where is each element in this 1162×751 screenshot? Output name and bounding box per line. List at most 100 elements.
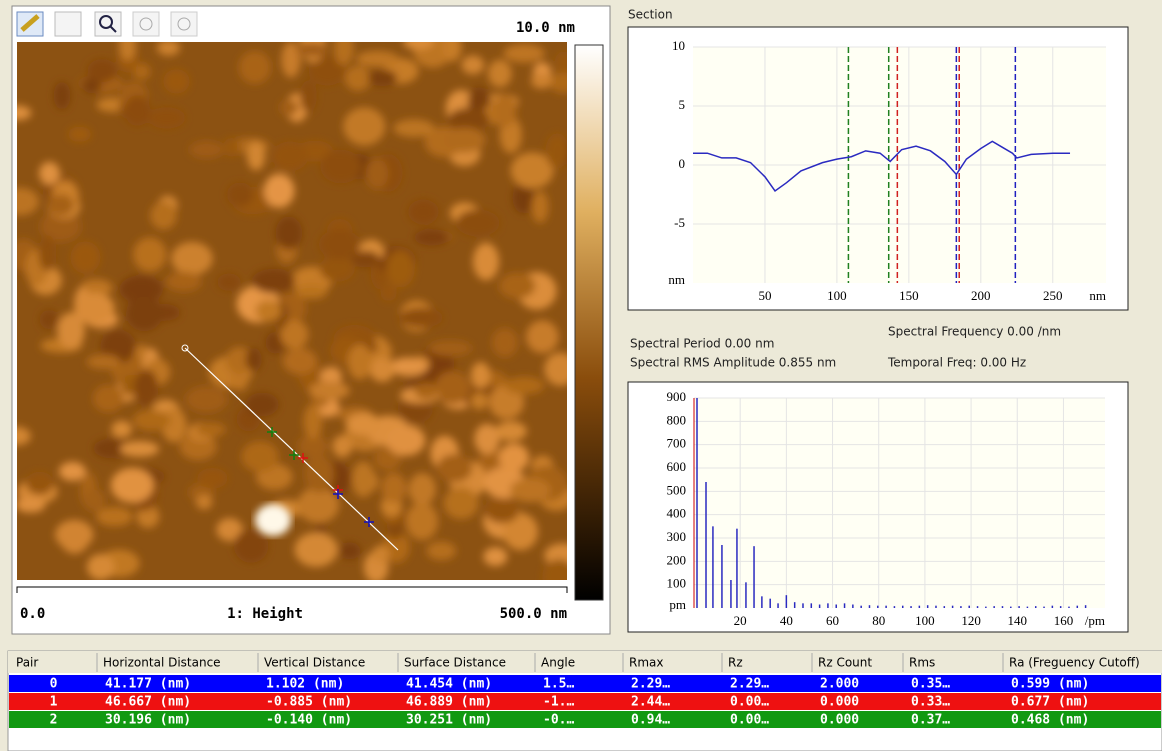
table-cell: 0.468 (nm) [1011,713,1089,728]
grain [294,532,337,566]
colorbar [575,45,603,600]
column-header: Ra (Freguency Cutoff) [1009,656,1140,670]
table-cell: -1.… [543,695,574,710]
y-tick-label: 700 [667,436,687,451]
grain [499,443,529,471]
grain [4,427,31,445]
tool-zoom-in[interactable] [133,12,159,36]
table-cell: 2.000 [820,677,859,692]
temporal-freq: Temporal Freq: 0.00 Hz [887,356,1026,370]
grain [381,284,397,301]
x-tick-label: 20 [734,613,747,628]
grain [163,69,189,93]
x-tick-label: 100 [827,288,847,303]
x-tick-label: 40 [780,613,793,628]
grain [133,237,166,271]
grain [264,174,295,208]
table-cell: 1.102 (nm) [266,677,344,692]
tool-zoom-out[interactable] [171,12,197,36]
grain [526,320,558,353]
table-cell: 0.94… [631,713,670,728]
table-cell: -0.885 (nm) [266,695,352,710]
y-tick-label: 900 [667,389,687,404]
channel: 1: Height [227,606,303,622]
grain [370,358,395,382]
grain [473,243,499,280]
x-tick-label: 100 [915,613,935,628]
grain [304,404,323,439]
grain [320,150,361,184]
grain [386,250,415,288]
table-cell: 46.667 (nm) [105,695,191,710]
grain [532,191,549,223]
y-tick-label: -5 [674,215,685,230]
grain [343,107,385,145]
y-tick-label: 600 [667,459,687,474]
grain [348,344,372,380]
spectral-period: Spectral Period 0.00 nm [630,337,774,351]
grain [255,300,281,322]
section-title: Section [628,8,673,22]
scale-max: 10.0 nm [516,20,575,36]
column-header: Rz [728,656,743,670]
grain [48,194,74,216]
table-cell: 2.44… [631,695,670,710]
column-header: Rz Count [818,656,872,670]
grain [87,355,121,369]
y-tick-label: 500 [667,482,687,497]
table-cell: 30.251 (nm) [406,713,492,728]
grain [484,497,519,523]
grain [70,241,100,273]
grain [437,454,472,482]
column-header: Pair [16,656,38,670]
y-tick-label: 10 [672,38,685,53]
grain [496,421,527,441]
x-tick-label: 250 [1043,288,1063,303]
y-tick-label: 5 [679,97,686,112]
grain [339,542,360,559]
grain [504,44,545,63]
grain [157,40,180,56]
table-cell: -0.140 (nm) [266,713,352,728]
grain [456,209,500,236]
grain [111,421,131,438]
grain [304,455,334,492]
x-tick-label: 50 [758,288,771,303]
grain [444,487,479,519]
grain [39,236,57,272]
grain [414,229,450,245]
grain [234,529,269,563]
table-cell: 41.177 (nm) [105,677,191,692]
grain [435,371,470,405]
x-tick-label: 80 [872,613,885,628]
y-tick-label: 400 [667,506,687,521]
grain [444,127,485,152]
column-header: Rmax [629,656,663,670]
grain [246,393,279,417]
table-cell: 0.000 [820,713,859,728]
grain [283,348,317,374]
table-cell: 0.00… [730,713,769,728]
table-cell: 0.33… [911,695,950,710]
grain [96,507,132,526]
tool-pan[interactable] [55,12,81,36]
y-tick-label: 0 [679,156,686,171]
bright-grain [255,504,291,536]
grain [345,66,371,91]
plot-area [694,398,1105,608]
grain [372,545,389,562]
column-header: Horizontal Distance [103,656,221,670]
grain [148,107,185,128]
grain [26,472,54,495]
x-end: 500.0 nm [500,606,567,622]
grain [120,441,159,457]
table-cell: 0.37… [911,713,950,728]
grain [281,42,300,78]
grain [40,310,59,329]
y-tick-label: 200 [667,552,687,567]
x-tick-label: 140 [1008,613,1028,628]
y-tick-label: 100 [667,576,687,591]
grain [352,461,375,497]
grain [300,80,317,112]
grain [406,503,438,540]
